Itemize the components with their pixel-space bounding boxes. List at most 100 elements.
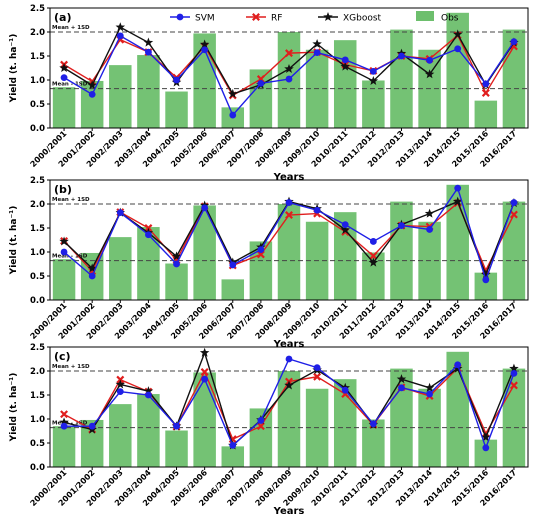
obs-bar [165, 430, 188, 467]
xgboost-point [396, 374, 407, 384]
legend-item-obs: Obs [416, 11, 459, 24]
obs-bar [137, 394, 160, 467]
svm-point [369, 238, 377, 245]
xgboost-point [424, 69, 435, 79]
y-tick-label: 2.0 [30, 367, 45, 377]
obs-bar [474, 100, 498, 128]
xgboost-point [481, 432, 491, 442]
rf-point [509, 381, 518, 390]
rf-point [200, 367, 209, 376]
obs-bar [390, 368, 413, 467]
obs-bar [52, 426, 76, 467]
xgboost-point [115, 22, 126, 32]
mean-plus-sd-label: Mean + 1SD [52, 197, 90, 203]
svm-point [369, 67, 377, 75]
xgboost-point [87, 263, 97, 273]
svm-point [454, 45, 462, 53]
xgboost-point [59, 417, 69, 427]
y-tick-label: 1.0 [30, 248, 45, 258]
mean-minus-sd-label: Mean - 1SD [52, 82, 88, 88]
xgboost-point [143, 386, 154, 396]
svm-point [60, 248, 68, 256]
xgboost-point [509, 363, 519, 373]
rf-point [509, 210, 518, 219]
svm-point [398, 52, 405, 60]
obs-bar [333, 212, 357, 300]
svm-point [173, 422, 180, 430]
legend-label: XGboost [343, 14, 382, 24]
xgboost-point [199, 347, 210, 357]
obs-bar [249, 69, 273, 128]
y-tick-label: 0.0 [30, 296, 45, 306]
svm-point [285, 355, 293, 363]
xgboost-point [452, 29, 463, 39]
y-tick-label: 1.5 [30, 391, 45, 401]
svm-point [201, 46, 209, 54]
y-tick-label: 2.5 [30, 343, 45, 353]
y-axis-label: Yield (t. ha⁻¹) [9, 34, 19, 104]
y-axis-label: Yield (t. ha⁻¹) [9, 373, 19, 443]
y-tick-label: 1.0 [30, 76, 45, 86]
obs-bar [193, 372, 216, 467]
xgboost-point [323, 12, 333, 22]
obs-bar [52, 87, 76, 128]
svm-point [454, 361, 462, 369]
svm-point [88, 272, 96, 280]
xgboost-point [481, 269, 491, 279]
xgboost-point [424, 208, 435, 218]
obs-bar [80, 80, 104, 128]
svm-point [145, 391, 152, 399]
svm-point [482, 80, 490, 88]
obs-bar [109, 65, 132, 128]
obs-bar [221, 279, 245, 300]
svm-point [88, 91, 96, 98]
obs-bar [446, 184, 469, 300]
xgboost-point [368, 75, 379, 86]
legend: SVM RF XGboost Obs [170, 11, 459, 24]
svm-point [116, 209, 124, 217]
rf-point [285, 49, 293, 58]
rf-point [252, 13, 260, 21]
svm-point [257, 417, 265, 424]
xgboost-point [199, 39, 210, 49]
svm-point [426, 56, 433, 64]
svm-point [229, 442, 237, 449]
svm-point [482, 276, 490, 284]
y-tick-label: 2.0 [30, 200, 45, 210]
rf-point [369, 251, 378, 260]
y-tick-label: 1.0 [30, 415, 45, 425]
svm-point [88, 422, 96, 430]
svm-point [341, 221, 349, 229]
rf-point [285, 211, 293, 220]
y-tick-label: 1.5 [30, 224, 45, 234]
obs-bar [277, 371, 301, 467]
svm-point [398, 222, 405, 230]
y-axis-label: Yield (t. ha⁻¹) [9, 206, 19, 276]
svm-point [313, 364, 321, 372]
xgboost-point [424, 382, 435, 392]
obs-bar [221, 446, 245, 467]
svm-point [229, 111, 237, 119]
y-tick-label: 0.0 [30, 124, 45, 134]
obs-bar [249, 408, 273, 467]
xgboost-point [284, 380, 294, 390]
rf-point [256, 422, 265, 431]
legend-label: RF [271, 14, 282, 24]
svm-point [341, 386, 349, 394]
panel-label: (a) [54, 11, 71, 24]
obs-bar [109, 237, 132, 300]
y-tick-label: 0.5 [30, 100, 45, 110]
obs-bar [52, 259, 76, 300]
svm-point [229, 261, 237, 269]
obs-bar [502, 201, 526, 300]
y-tick-label: 0.5 [30, 439, 45, 449]
obs-bar [277, 204, 301, 300]
obs-bar [137, 55, 160, 128]
x-axis-label: Years [273, 339, 305, 350]
svm-point [510, 38, 518, 45]
obs-bar [502, 368, 526, 467]
panel-label: (b) [54, 183, 72, 196]
svm-point [116, 32, 124, 40]
